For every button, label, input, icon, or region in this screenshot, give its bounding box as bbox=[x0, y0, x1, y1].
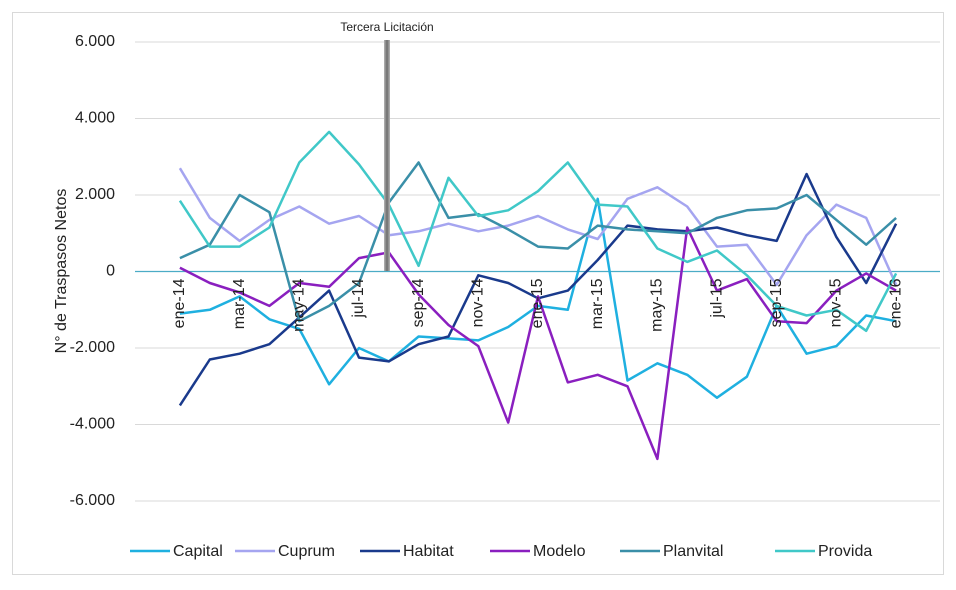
x-tick-label: mar-14 bbox=[231, 278, 248, 329]
legend-label: Habitat bbox=[403, 543, 454, 560]
legend-label: Capital bbox=[173, 543, 223, 560]
legend: Capital Cuprum Habitat Modelo Planvital Provi… bbox=[130, 543, 872, 560]
y-tick-label: -2.000 bbox=[70, 339, 115, 356]
legend-label: Cuprum bbox=[278, 543, 335, 560]
y-tick-label: 0 bbox=[106, 263, 115, 280]
grid bbox=[135, 41, 940, 502]
x-tick-label: ene-15 bbox=[529, 278, 546, 328]
series-line bbox=[178, 167, 898, 287]
y-axis-title: N° de Traspasos Netos bbox=[53, 189, 70, 354]
x-tick-label: may-15 bbox=[649, 278, 666, 331]
labels: -6.000 -4.000 -2.000 0 2.000 4.000 6.000 ene-14… bbox=[70, 33, 905, 509]
legend-label: Provida bbox=[818, 543, 872, 560]
y-tick-label: 2.000 bbox=[75, 186, 115, 203]
x-tick-label: mar-15 bbox=[589, 278, 606, 329]
y-tick-label: 4.000 bbox=[75, 110, 115, 127]
legend-label: Modelo bbox=[533, 543, 586, 560]
annotation: Tercera Licitación bbox=[340, 20, 433, 34]
series-line bbox=[178, 130, 898, 333]
annotation-bar bbox=[384, 40, 390, 271]
x-tick-label: sep-14 bbox=[410, 278, 427, 327]
chart-border bbox=[12, 12, 944, 575]
x-tick-label: nov-15 bbox=[828, 278, 845, 327]
series-line bbox=[179, 226, 897, 461]
x-tick-label: jul-14 bbox=[350, 278, 367, 318]
x-tick-label: jul-15 bbox=[708, 278, 725, 318]
legend-label: Planvital bbox=[663, 543, 723, 560]
y-tick-label: -4.000 bbox=[70, 416, 115, 433]
plot-lines bbox=[178, 130, 898, 461]
y-tick-label: -6.000 bbox=[70, 492, 115, 509]
x-tick-label: ene-16 bbox=[887, 278, 904, 328]
x-tick-label: ene-14 bbox=[171, 278, 188, 328]
series-line bbox=[179, 161, 897, 323]
y-tick-label: 6.000 bbox=[75, 33, 115, 50]
x-tick-label: sep-15 bbox=[768, 278, 785, 327]
x-tick-label: may-14 bbox=[290, 278, 307, 331]
x-tick-label: nov-14 bbox=[470, 278, 487, 327]
